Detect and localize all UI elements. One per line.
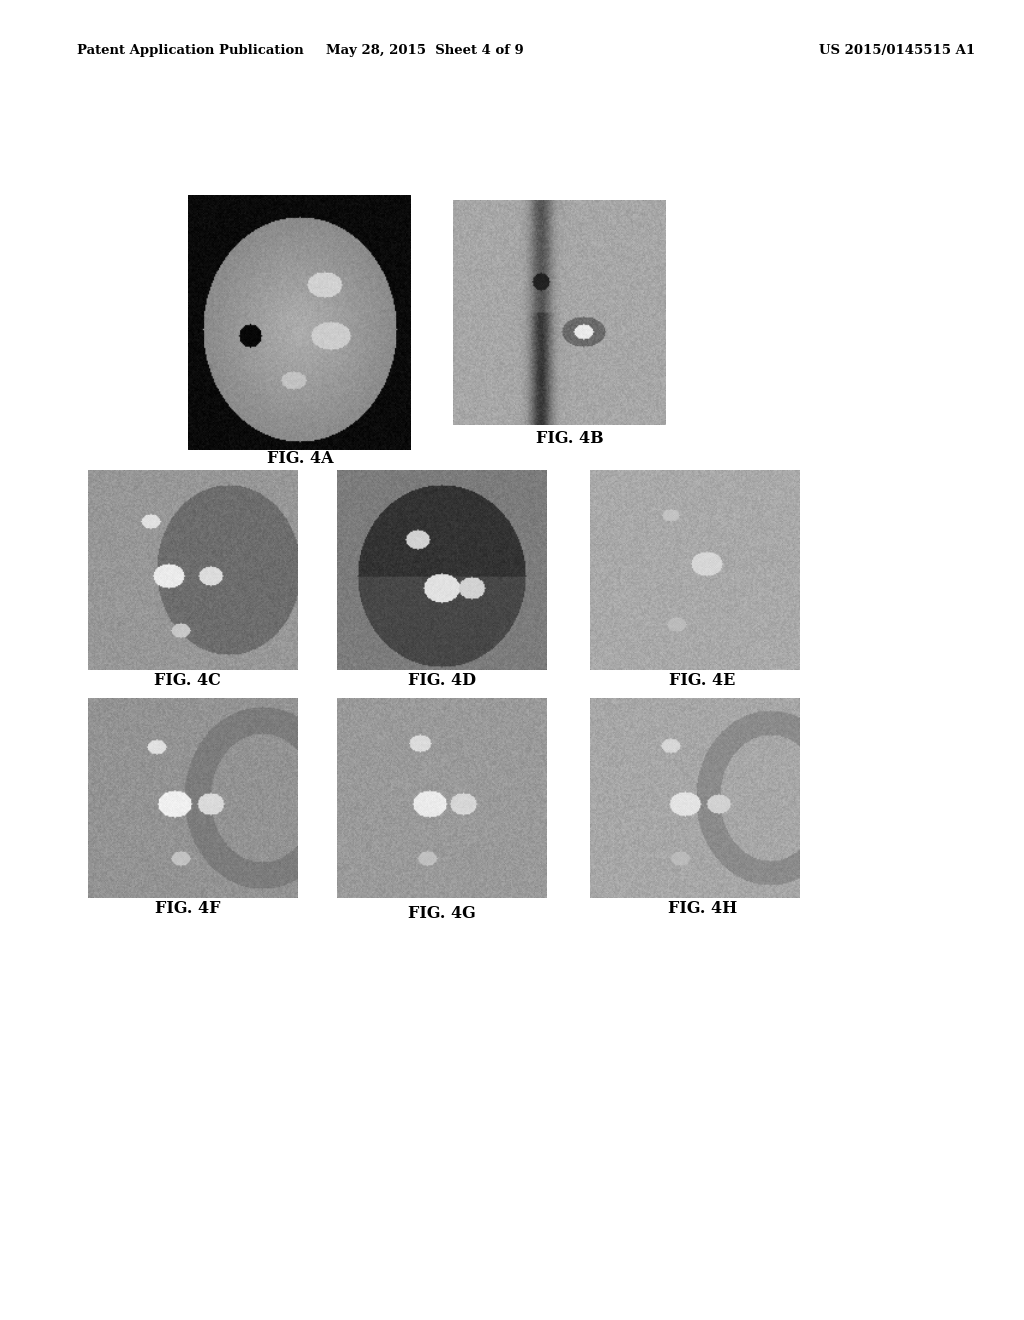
Text: FIG. 4B: FIG. 4B <box>536 430 603 447</box>
Text: May 28, 2015  Sheet 4 of 9: May 28, 2015 Sheet 4 of 9 <box>326 44 524 57</box>
Text: FIG. 4C: FIG. 4C <box>154 672 221 689</box>
Text: FIG. 4A: FIG. 4A <box>266 450 334 467</box>
Text: FIG. 4F: FIG. 4F <box>155 900 220 917</box>
Text: FIG. 4H: FIG. 4H <box>668 900 737 917</box>
Text: Patent Application Publication: Patent Application Publication <box>77 44 303 57</box>
Text: FIG. 4E: FIG. 4E <box>670 672 735 689</box>
Text: FIG. 4G: FIG. 4G <box>409 906 476 921</box>
Text: FIG. 4D: FIG. 4D <box>409 672 476 689</box>
Text: US 2015/0145515 A1: US 2015/0145515 A1 <box>819 44 975 57</box>
